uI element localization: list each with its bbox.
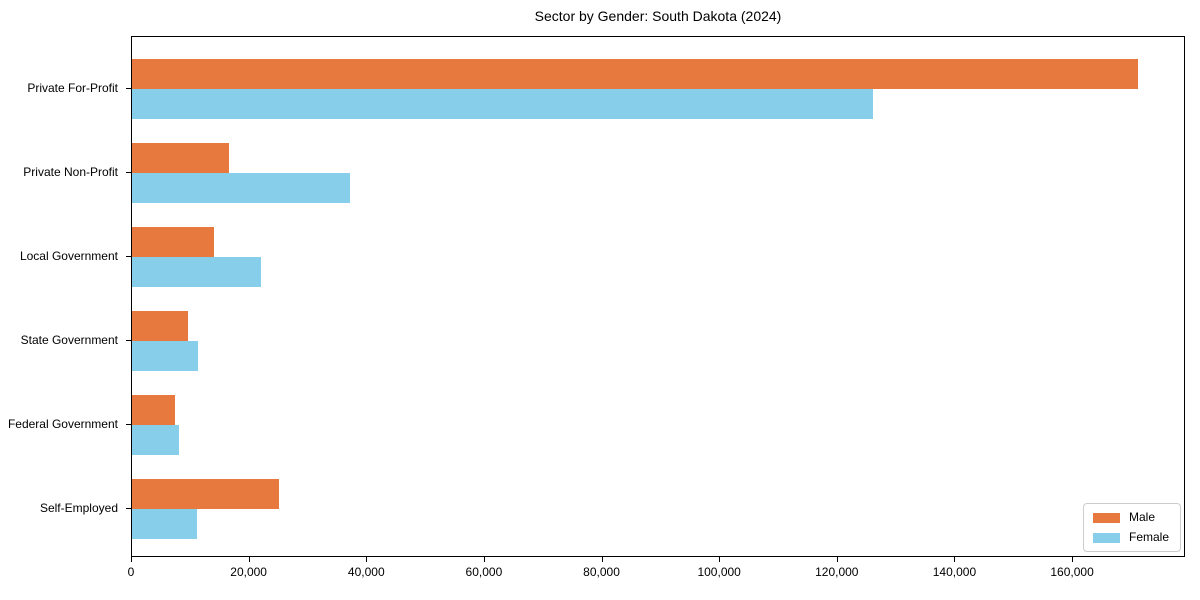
legend: Male Female [1082, 503, 1181, 552]
x-tick-mark-6 [836, 557, 838, 562]
x-tick-label-4: 80,000 [583, 565, 620, 579]
x-tick-label-6: 120,000 [815, 565, 859, 579]
bar-male-2 [132, 227, 214, 257]
legend-swatch-male [1092, 512, 1120, 523]
legend-swatch-female [1092, 532, 1120, 543]
bar-male-3 [132, 311, 188, 341]
bar-female-0 [132, 89, 873, 119]
bar-male-0 [132, 59, 1138, 89]
chart-title: Sector by Gender: South Dakota (2024) [534, 8, 782, 24]
y-tick-label-5: Self-Employed [39, 501, 118, 515]
x-tick-mark-4 [601, 557, 603, 562]
x-tick-label-8: 160,000 [1050, 565, 1094, 579]
x-tick-label-7: 140,000 [932, 565, 977, 579]
plot-area: Male Female [131, 36, 1185, 557]
x-tick-label-5: 100,000 [697, 565, 741, 579]
x-tick-mark-5 [719, 557, 721, 562]
x-tick-mark-3 [483, 557, 485, 562]
y-tick-label-3: State Government [20, 333, 118, 347]
x-tick-label-3: 60,000 [465, 565, 503, 579]
legend-item-female: Female [1092, 530, 1169, 544]
bar-male-5 [132, 479, 279, 509]
bar-male-4 [132, 395, 175, 425]
legend-item-male: Male [1092, 510, 1169, 524]
bar-female-4 [132, 425, 179, 455]
bar-female-1 [132, 173, 350, 203]
y-tick-mark-1 [126, 172, 131, 173]
y-tick-mark-5 [126, 508, 131, 509]
x-tick-label-1: 20,000 [230, 565, 267, 579]
bar-female-5 [132, 509, 197, 539]
y-tick-label-2: Local Government [19, 249, 118, 263]
y-tick-label-1: Private Non-Profit [23, 165, 118, 179]
y-axis: Private For-Profit Private Non-Profit Loca… [0, 36, 131, 557]
x-tick-mark-2 [366, 557, 368, 562]
y-tick-label-0: Private For-Profit [27, 81, 118, 95]
x-tick-label-2: 40,000 [347, 565, 385, 579]
legend-label-female: Female [1128, 530, 1169, 544]
x-tick-mark-1 [248, 557, 250, 562]
bar-female-3 [132, 341, 198, 371]
legend-label-male: Male [1128, 510, 1155, 524]
x-tick-mark-0 [131, 557, 132, 562]
y-tick-mark-2 [126, 256, 131, 257]
y-tick-mark-0 [126, 88, 131, 89]
x-axis: 0 20,000 40,000 60,000 80,000 100,000 120,000 1… [127, 557, 1185, 589]
bar-female-2 [132, 257, 261, 287]
y-tick-label-4: Federal Government [7, 417, 118, 431]
bar-male-1 [132, 143, 229, 173]
x-tick-mark-7 [954, 557, 956, 562]
y-tick-mark-4 [126, 424, 131, 425]
x-tick-mark-8 [1072, 557, 1074, 562]
x-tick-label-0: 0 [127, 565, 135, 579]
y-tick-mark-3 [126, 340, 131, 341]
